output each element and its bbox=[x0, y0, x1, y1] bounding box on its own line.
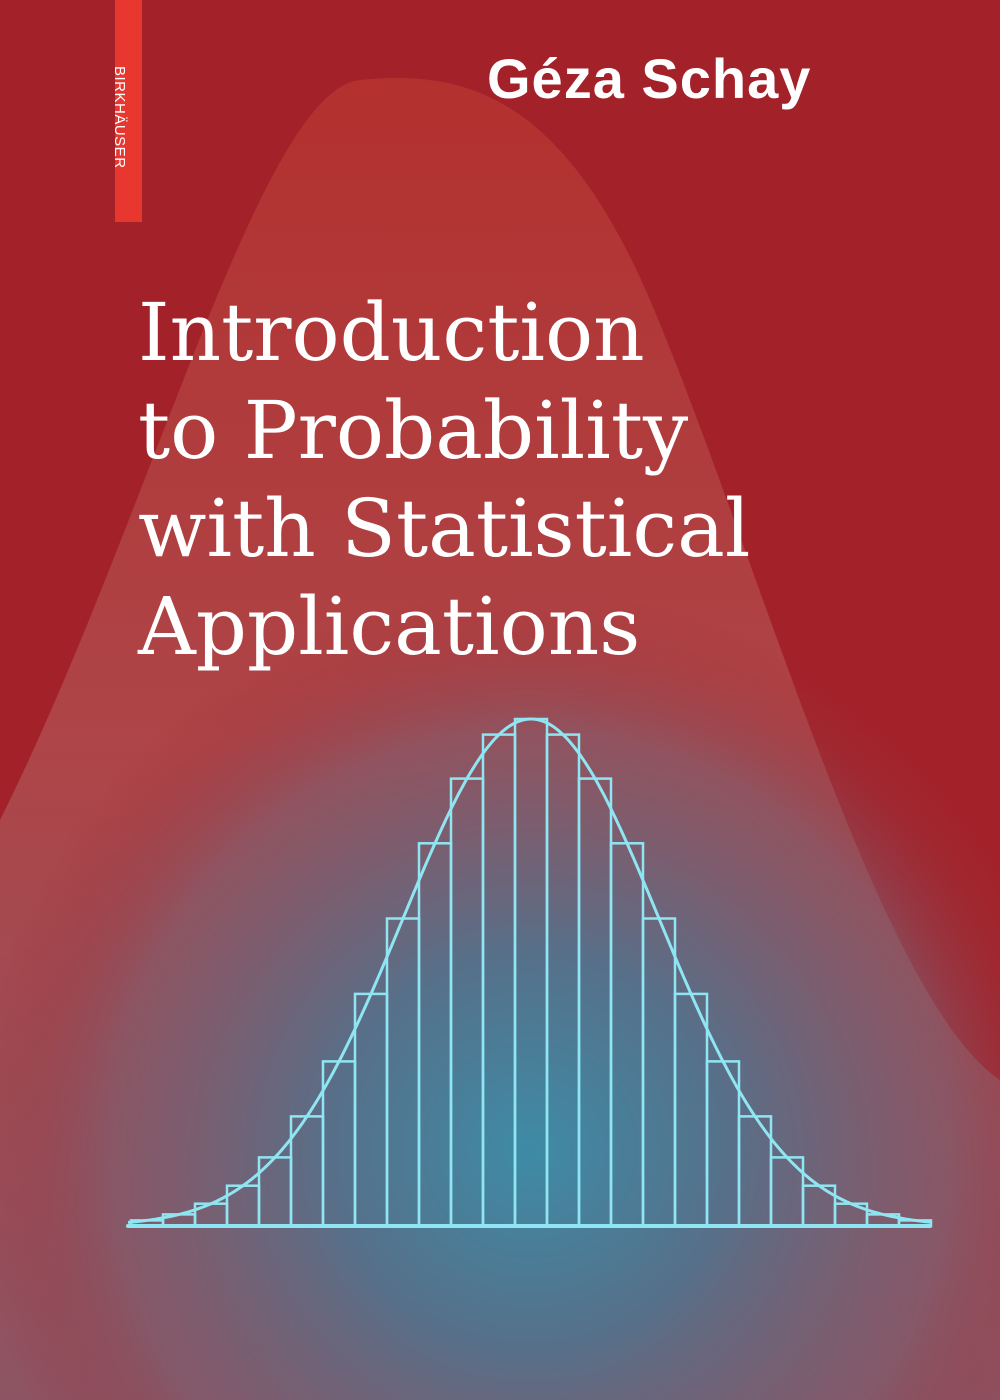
histogram-bar bbox=[353, 992, 389, 1228]
histogram-bar bbox=[705, 1060, 741, 1228]
histogram-bar bbox=[609, 842, 645, 1228]
histogram-bar bbox=[545, 733, 581, 1228]
histogram-bar bbox=[417, 842, 453, 1228]
author-name: Géza Schay bbox=[487, 47, 812, 110]
histogram-bar bbox=[513, 717, 549, 1228]
title-line: with Statistical bbox=[138, 482, 751, 575]
histogram-bar bbox=[481, 733, 517, 1228]
histogram-bar bbox=[385, 917, 421, 1228]
histogram-bar bbox=[641, 917, 677, 1228]
histogram-bar bbox=[673, 992, 709, 1228]
histogram-bar bbox=[577, 777, 613, 1228]
title-line: to Probability bbox=[138, 384, 689, 477]
histogram-bars bbox=[129, 717, 933, 1228]
histogram-bar bbox=[321, 1060, 357, 1228]
histogram-bar bbox=[449, 777, 485, 1228]
title-line: Introduction bbox=[138, 286, 645, 379]
title-line: Applications bbox=[138, 580, 641, 673]
book-title: Introduction to Probability with Statist… bbox=[138, 284, 750, 676]
normal-curve bbox=[127, 717, 931, 1224]
publisher-strip bbox=[115, 0, 142, 222]
